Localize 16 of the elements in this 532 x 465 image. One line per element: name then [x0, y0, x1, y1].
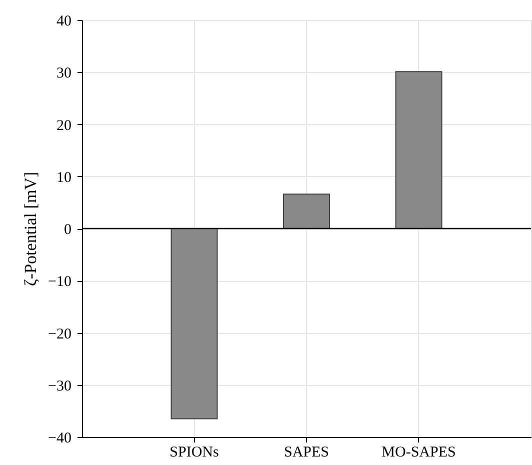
bar [170, 228, 218, 420]
y-tick-label: −10 [48, 274, 72, 290]
bar [395, 71, 442, 229]
y-tick-label: 20 [56, 118, 72, 134]
y-tick-label: 30 [56, 66, 72, 82]
y-tick-label: 0 [64, 222, 72, 238]
y-tick-label: 40 [56, 14, 72, 30]
y-tick-label: 10 [56, 170, 72, 186]
y-tick-label: −40 [48, 430, 72, 446]
y-axis-title: ζ-Potential [mV] [21, 172, 40, 286]
y-tick-label: −30 [48, 378, 72, 394]
x-tick-label: SPIONs [170, 444, 219, 460]
x-tick-label: SAPES [284, 444, 330, 460]
x-tick-label: MO-SAPES [382, 444, 456, 460]
bar [283, 194, 330, 229]
y-tick-label: −20 [48, 326, 72, 342]
